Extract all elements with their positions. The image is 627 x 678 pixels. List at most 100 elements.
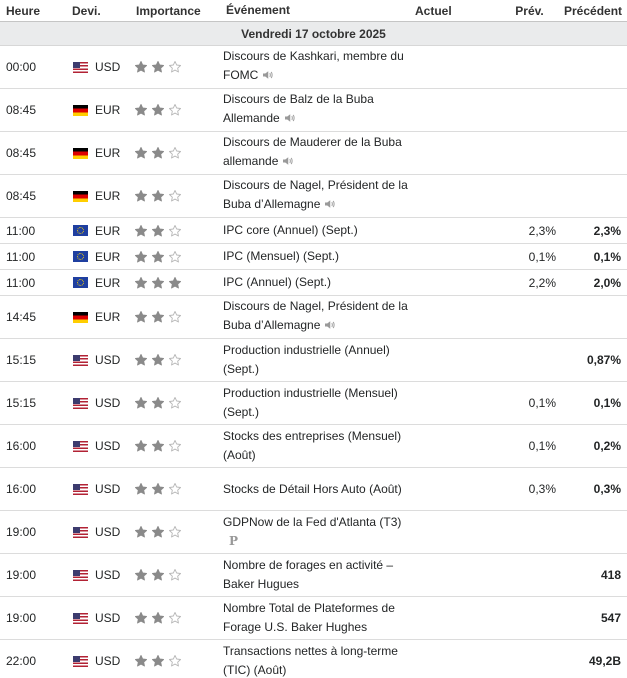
header-forecast[interactable]: Prév. — [515, 3, 544, 18]
event-currency: EUR — [67, 146, 133, 160]
currency-code: EUR — [95, 249, 121, 264]
event-name-cell[interactable]: Production industrielle (Mensuel) (Sept.… — [223, 384, 415, 422]
event-time: 19:00 — [6, 611, 37, 625]
speaker-icon[interactable] — [281, 154, 294, 173]
event-name-cell[interactable]: GDPNow de la Fed d'Atlanta (T3) P — [223, 513, 415, 551]
header-previous[interactable]: Précédent — [564, 3, 623, 18]
header-time[interactable]: Heure — [6, 3, 41, 18]
importance-stars — [133, 568, 223, 582]
event-name[interactable]: IPC (Annuel) (Sept.) — [223, 275, 332, 289]
event-name-cell[interactable]: Transactions nettes à long-terme (TIC) (… — [223, 642, 415, 678]
table-row[interactable]: 11:00 EUR IPC (Mensuel) (Sept.) 0,1% 0,1% — [0, 244, 627, 270]
event-previous: 0,2% — [593, 439, 621, 453]
table-row[interactable]: 16:00 USD Stocks de Détail Hors Auto (Août… — [0, 468, 627, 511]
speaker-icon[interactable] — [283, 111, 296, 130]
event-previous: 0,87% — [586, 353, 621, 367]
table-header: Heure Devi. Importance Événement Actuel … — [0, 0, 627, 22]
event-name-cell[interactable]: Production industrielle (Annuel) (Sept.) — [223, 341, 415, 379]
currency-code: USD — [95, 439, 121, 453]
table-row[interactable]: 08:45 EUR Discours de Balz de la Buba Alle… — [0, 89, 627, 132]
event-previous: 547 — [600, 611, 621, 625]
event-name[interactable]: Stocks des entreprises (Mensuel) (Août) — [223, 429, 402, 462]
event-name-cell[interactable]: Stocks des entreprises (Mensuel) (Août) — [223, 427, 415, 465]
star-filled-icon — [134, 146, 148, 160]
star-filled-icon — [151, 353, 165, 367]
currency-code: EUR — [95, 223, 121, 238]
star-filled-icon — [151, 482, 165, 496]
event-name[interactable]: Discours de Kashkari, membre du FOMC — [223, 49, 404, 82]
table-row[interactable]: 11:00 EUR IPC core (Annuel) (Sept.) 2,3% 2,3… — [0, 218, 627, 244]
table-row[interactable]: 22:00 USD Transactions nettes à long-terme… — [0, 640, 627, 678]
table-row[interactable]: 08:45 EUR Discours de Nagel, Président de … — [0, 175, 627, 218]
table-row[interactable]: 00:00 USD Discours de Kashkari, membre du … — [0, 46, 627, 89]
event-currency: USD — [67, 611, 133, 625]
table-row[interactable]: 15:15 USD Production industrielle (Mensuel… — [0, 382, 627, 425]
currency-code: EUR — [95, 189, 121, 203]
event-name[interactable]: Discours de Balz de la Buba Allemande — [223, 92, 374, 125]
event-name-cell[interactable]: Discours de Nagel, Président de la Buba … — [223, 176, 415, 216]
header-importance[interactable]: Importance — [136, 3, 201, 18]
star-filled-icon — [134, 310, 148, 324]
star-filled-icon — [134, 568, 148, 582]
flag-us-icon — [73, 397, 88, 409]
table-row[interactable]: 16:00 USD Stocks des entreprises (Mensuel)… — [0, 425, 627, 468]
header-actual[interactable]: Actuel — [415, 3, 452, 18]
event-time: 00:00 — [6, 60, 37, 74]
event-name-cell[interactable]: Discours de Kashkari, membre du FOMC — [223, 47, 415, 87]
importance-stars — [133, 250, 223, 264]
speaker-icon[interactable] — [323, 318, 336, 337]
event-time: 11:00 — [6, 223, 36, 238]
event-currency: USD — [67, 353, 133, 367]
event-name[interactable]: Production industrielle (Annuel) (Sept.) — [223, 343, 390, 376]
event-name[interactable]: GDPNow de la Fed d'Atlanta (T3) — [223, 515, 402, 529]
event-name-cell[interactable]: IPC (Annuel) (Sept.) — [223, 273, 415, 292]
event-time: 15:15 — [6, 353, 37, 367]
event-forecast: 0,1% — [528, 396, 556, 410]
table-row[interactable]: 08:45 EUR Discours de Mauderer de la Buba … — [0, 132, 627, 175]
event-name[interactable]: Stocks de Détail Hors Auto (Août) — [223, 481, 402, 496]
flag-de-icon — [73, 190, 88, 202]
event-name-cell[interactable]: Discours de Nagel, Président de la Buba … — [223, 297, 415, 337]
currency-code: EUR — [95, 103, 121, 117]
importance-stars — [133, 224, 223, 238]
star-filled-icon — [151, 310, 165, 324]
table-row[interactable]: 14:45 EUR Discours de Nagel, Président de … — [0, 296, 627, 339]
header-currency[interactable]: Devi. — [72, 3, 101, 18]
event-name-cell[interactable]: Discours de Mauderer de la Buba allemand… — [223, 133, 415, 173]
event-name-cell[interactable]: IPC (Mensuel) (Sept.) — [223, 247, 415, 266]
speaker-icon[interactable] — [261, 68, 274, 87]
event-name[interactable]: Discours de Nagel, Président de la Buba … — [223, 299, 408, 332]
event-previous: 2,0% — [593, 275, 621, 290]
table-row[interactable]: 19:00 USD GDPNow de la Fed d'Atlanta (T3) P — [0, 511, 627, 554]
star-filled-icon — [151, 396, 165, 410]
event-currency: USD — [67, 396, 133, 410]
table-row[interactable]: 15:15 USD Production industrielle (Annuel)… — [0, 339, 627, 382]
event-name[interactable]: Production industrielle (Mensuel) (Sept.… — [223, 386, 398, 419]
star-filled-icon — [134, 482, 148, 496]
table-row[interactable]: 11:00 EUR IPC (Annuel) (Sept.) 2,2% 2,0% — [0, 270, 627, 296]
event-name-cell[interactable]: IPC core (Annuel) (Sept.) — [223, 221, 415, 240]
header-event[interactable]: Événement — [226, 3, 291, 17]
event-name[interactable]: Discours de Nagel, Président de la Buba … — [223, 178, 408, 211]
event-previous: 49,2B — [588, 654, 621, 668]
table-row[interactable]: 19:00 USD Nombre Total de Plateformes de F… — [0, 597, 627, 640]
event-name-cell[interactable]: Nombre de forages en activité – Baker Hu… — [223, 556, 415, 594]
event-name-cell[interactable]: Stocks de Détail Hors Auto (Août) — [223, 480, 415, 499]
table-row[interactable]: 19:00 USD Nombre de forages en activité – … — [0, 554, 627, 597]
event-name[interactable]: IPC (Mensuel) (Sept.) — [223, 249, 340, 263]
event-name[interactable]: Discours de Mauderer de la Buba allemand… — [223, 135, 402, 168]
event-name-cell[interactable]: Nombre Total de Plateformes de Forage U.… — [223, 599, 415, 637]
event-name[interactable]: Nombre de forages en activité – Baker Hu… — [223, 558, 394, 591]
star-empty-icon — [168, 60, 182, 74]
star-filled-icon — [151, 103, 165, 117]
event-name-cell[interactable]: Discours de Balz de la Buba Allemande — [223, 90, 415, 130]
speaker-icon[interactable] — [323, 197, 336, 216]
event-time: 08:45 — [6, 146, 37, 160]
importance-stars — [133, 525, 223, 539]
star-filled-icon — [151, 224, 165, 238]
event-name[interactable]: Transactions nettes à long-terme (TIC) (… — [223, 644, 398, 677]
event-currency: EUR — [67, 276, 133, 290]
event-name[interactable]: IPC core (Annuel) (Sept.) — [223, 223, 358, 237]
event-name[interactable]: Nombre Total de Plateformes de Forage U.… — [223, 601, 395, 634]
importance-stars — [133, 103, 223, 117]
